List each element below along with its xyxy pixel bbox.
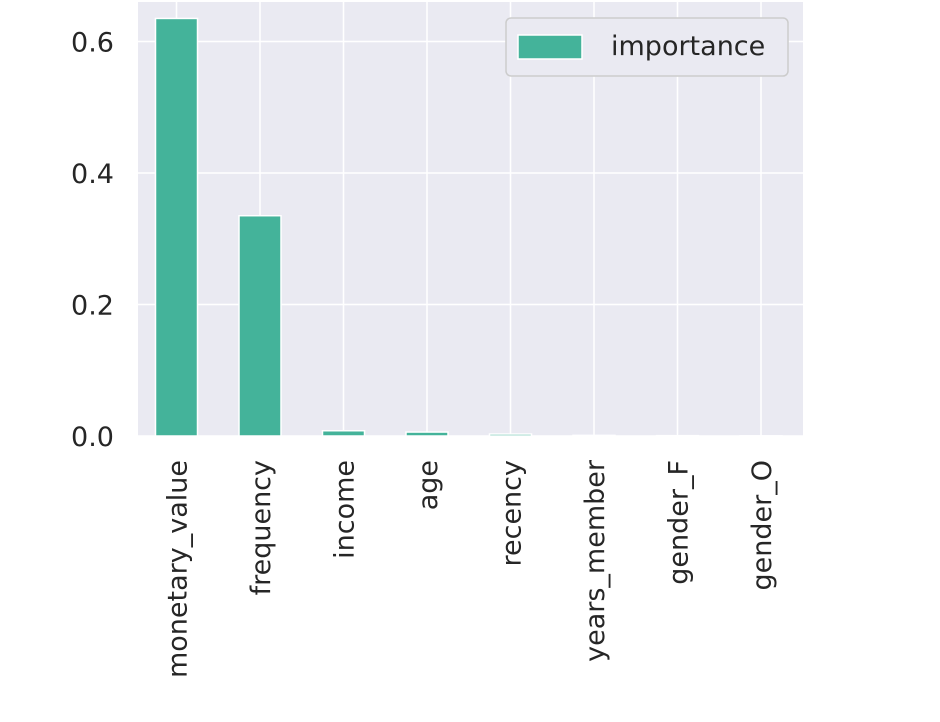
x-tick-label: recency	[497, 460, 528, 567]
bars	[154, 17, 783, 437]
y-axis-ticks: 0.0 0.2 0.4 0.6	[71, 27, 114, 453]
legend-box	[505, 17, 789, 77]
x-tick-label: gender_O	[747, 460, 778, 590]
x-axis-ticks: monetary_value frequency income age recency y…	[163, 459, 779, 678]
y-tick-label: 0.4	[71, 159, 114, 190]
bar-frequency	[238, 214, 282, 437]
bar-recency	[488, 433, 533, 437]
legend: importance	[505, 17, 789, 77]
y-tick-label: 0.2	[71, 290, 114, 321]
bar-monetary-value	[154, 17, 199, 437]
x-tick-label: age	[413, 460, 444, 510]
x-tick-label: income	[330, 460, 361, 559]
bar-income	[321, 429, 366, 437]
legend-label: importance	[611, 31, 765, 62]
y-tick-label: 0.0	[71, 422, 114, 453]
legend-swatch	[517, 34, 583, 60]
y-tick-label: 0.6	[71, 27, 114, 58]
x-tick-label: years_member	[580, 459, 611, 662]
x-tick-label: gender_F	[664, 460, 695, 585]
bar-age	[405, 431, 449, 437]
x-tick-label: monetary_value	[163, 460, 194, 678]
x-tick-label: frequency	[246, 460, 277, 595]
bar-years-member	[572, 434, 616, 437]
